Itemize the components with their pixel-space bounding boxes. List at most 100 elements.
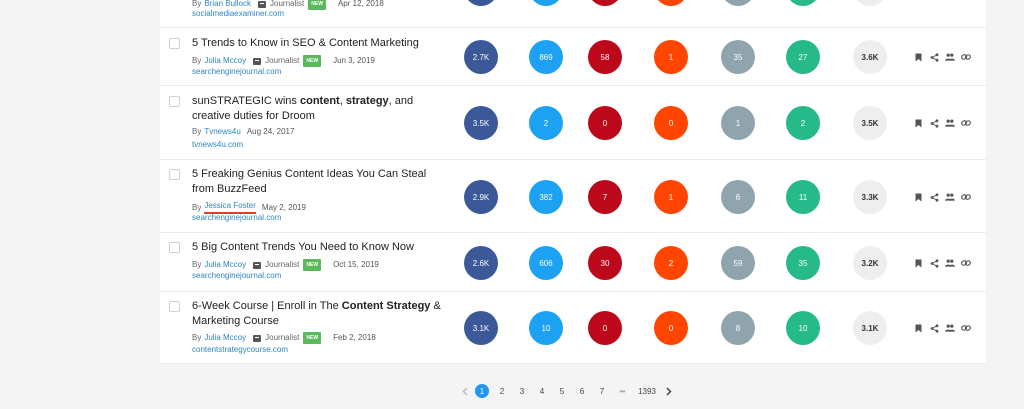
people-icon[interactable] bbox=[945, 323, 955, 333]
title-segment: Content Strategy bbox=[341, 300, 431, 312]
publish-date: May 2, 2019 bbox=[261, 202, 306, 212]
domain-link[interactable]: searchenginejournal.com bbox=[192, 213, 282, 222]
author-link[interactable]: Julia Mccoy bbox=[204, 56, 247, 65]
number-of-links: 6 bbox=[721, 180, 755, 214]
link-icon[interactable] bbox=[961, 192, 971, 202]
by-prefix: By bbox=[192, 0, 202, 8]
by-prefix: By bbox=[192, 260, 202, 269]
article-title[interactable]: 6-Week Course | Enroll in The Content St… bbox=[192, 299, 447, 329]
facebook-engagement: 3.5K bbox=[464, 106, 498, 140]
publish-date: Apr 12, 2018 bbox=[337, 0, 384, 8]
row-checkbox[interactable] bbox=[169, 242, 180, 253]
bookmark-icon[interactable] bbox=[913, 258, 923, 268]
domain-link[interactable]: socialmediaexaminer.com bbox=[192, 9, 285, 18]
link-icon[interactable] bbox=[961, 52, 971, 62]
results-panel: By Brian Bullock Journalist NEW Apr 12, … bbox=[160, 0, 986, 364]
publish-date: Aug 24, 2017 bbox=[246, 127, 295, 136]
pinterest-shares: 0 bbox=[588, 311, 622, 345]
facebook-engagement: 3.1K bbox=[464, 311, 498, 345]
journalist-label: Journalist bbox=[265, 56, 300, 65]
article-title[interactable]: 5 Freaking Genius Content Ideas You Can … bbox=[192, 167, 447, 197]
row-checkbox[interactable] bbox=[169, 169, 180, 180]
row-checkbox[interactable] bbox=[169, 38, 180, 49]
pagination-last-page[interactable]: 1393 bbox=[638, 386, 656, 396]
pagination-page[interactable]: 1 bbox=[475, 384, 489, 398]
twitter-shares: 869 bbox=[529, 40, 563, 74]
new-badge: NEW bbox=[308, 0, 326, 10]
domain-link[interactable]: searchenginejournal.com bbox=[192, 271, 282, 280]
people-icon[interactable] bbox=[945, 258, 955, 268]
bookmark-icon[interactable] bbox=[913, 323, 923, 333]
number-of-links: 35 bbox=[721, 40, 755, 74]
share-icon[interactable] bbox=[929, 192, 939, 202]
total-engagement: 3.5K bbox=[853, 106, 887, 140]
row-checkbox[interactable] bbox=[169, 301, 180, 312]
byline: By Jessica Foster May 2, 2019 bbox=[192, 201, 306, 214]
twitter-shares: 606 bbox=[529, 246, 563, 280]
facebook-engagement: 2.6K bbox=[464, 246, 498, 280]
chevron-right-icon[interactable] bbox=[662, 386, 676, 396]
link-icon[interactable] bbox=[961, 323, 971, 333]
total-engagement: 3.1K bbox=[853, 311, 887, 345]
facebook-engagement: 2.7K bbox=[464, 40, 498, 74]
reddit-engagement: 2 bbox=[654, 246, 688, 280]
pinterest-shares: 58 bbox=[588, 40, 622, 74]
new-badge: NEW bbox=[303, 332, 322, 344]
title-segment: 5 Big Content Trends You Need to Know No… bbox=[192, 241, 414, 253]
evergreen-score: 10 bbox=[786, 311, 820, 345]
reddit-engagement: 1 bbox=[654, 40, 688, 74]
people-icon[interactable] bbox=[945, 52, 955, 62]
evergreen-score: 27 bbox=[786, 40, 820, 74]
chevron-left-icon[interactable] bbox=[458, 386, 472, 396]
facebook-engagement bbox=[464, 0, 498, 6]
row-checkbox[interactable] bbox=[169, 96, 180, 107]
article-title[interactable]: sunSTRATEGIC wins content, strategy, and… bbox=[192, 94, 447, 124]
bookmark-icon[interactable] bbox=[913, 52, 923, 62]
row-actions bbox=[913, 51, 971, 63]
domain-link[interactable]: tvnews4u.com bbox=[192, 140, 244, 149]
share-icon[interactable] bbox=[929, 323, 939, 333]
pagination-page[interactable]: 2 bbox=[499, 386, 505, 396]
author-link[interactable]: Jessica Foster bbox=[204, 201, 256, 214]
link-icon[interactable] bbox=[961, 258, 971, 268]
domain-link[interactable]: contentstrategycourse.com bbox=[192, 345, 289, 354]
pagination-page[interactable]: 6 bbox=[579, 386, 585, 396]
title-segment: , and creative duties for Droom bbox=[192, 95, 414, 122]
pinterest-shares: 0 bbox=[588, 106, 622, 140]
byline: By Julia Mccoy Journalist NEW Feb 2, 2018 bbox=[192, 332, 376, 344]
bookmark-icon[interactable] bbox=[913, 118, 923, 128]
bookmark-icon[interactable] bbox=[913, 192, 923, 202]
journalist-icon bbox=[258, 0, 267, 8]
pagination-page[interactable]: 3 bbox=[519, 386, 525, 396]
row-actions bbox=[913, 117, 971, 129]
share-icon[interactable] bbox=[929, 258, 939, 268]
byline: By Brian Bullock Journalist NEW Apr 12, … bbox=[192, 0, 384, 10]
article-title[interactable]: 5 Trends to Know in SEO & Content Market… bbox=[192, 36, 447, 51]
evergreen-score bbox=[786, 0, 820, 6]
result-row-partial: By Brian Bullock Journalist NEW Apr 12, … bbox=[160, 0, 986, 28]
author-link[interactable]: Tvnews4u bbox=[204, 127, 241, 136]
domain-link[interactable]: searchenginejournal.com bbox=[192, 67, 282, 76]
pagination-page[interactable]: 7 bbox=[599, 386, 605, 396]
publish-date: Jun 3, 2019 bbox=[333, 56, 375, 65]
number-of-links: 1 bbox=[721, 106, 755, 140]
author-link[interactable]: Julia Mccoy bbox=[204, 333, 247, 342]
author-link[interactable]: Brian Bullock bbox=[204, 0, 252, 8]
link-icon[interactable] bbox=[961, 118, 971, 128]
publish-date: Oct 15, 2019 bbox=[333, 260, 379, 269]
people-icon[interactable] bbox=[945, 118, 955, 128]
pinterest-shares bbox=[588, 0, 622, 6]
twitter-shares bbox=[529, 0, 563, 6]
people-icon[interactable] bbox=[945, 192, 955, 202]
twitter-shares: 2 bbox=[529, 106, 563, 140]
total-engagement: 3.6K bbox=[853, 40, 887, 74]
pagination-page[interactable]: 4 bbox=[539, 386, 545, 396]
article-title[interactable]: 5 Big Content Trends You Need to Know No… bbox=[192, 240, 447, 255]
share-icon[interactable] bbox=[929, 52, 939, 62]
share-icon[interactable] bbox=[929, 118, 939, 128]
title-segment: 5 Trends to Know in SEO & Content Market… bbox=[192, 37, 419, 49]
byline: By Julia Mccoy Journalist NEW Jun 3, 2019 bbox=[192, 55, 375, 67]
author-link[interactable]: Julia Mccoy bbox=[204, 260, 247, 269]
pagination-page[interactable]: 5 bbox=[559, 386, 565, 396]
